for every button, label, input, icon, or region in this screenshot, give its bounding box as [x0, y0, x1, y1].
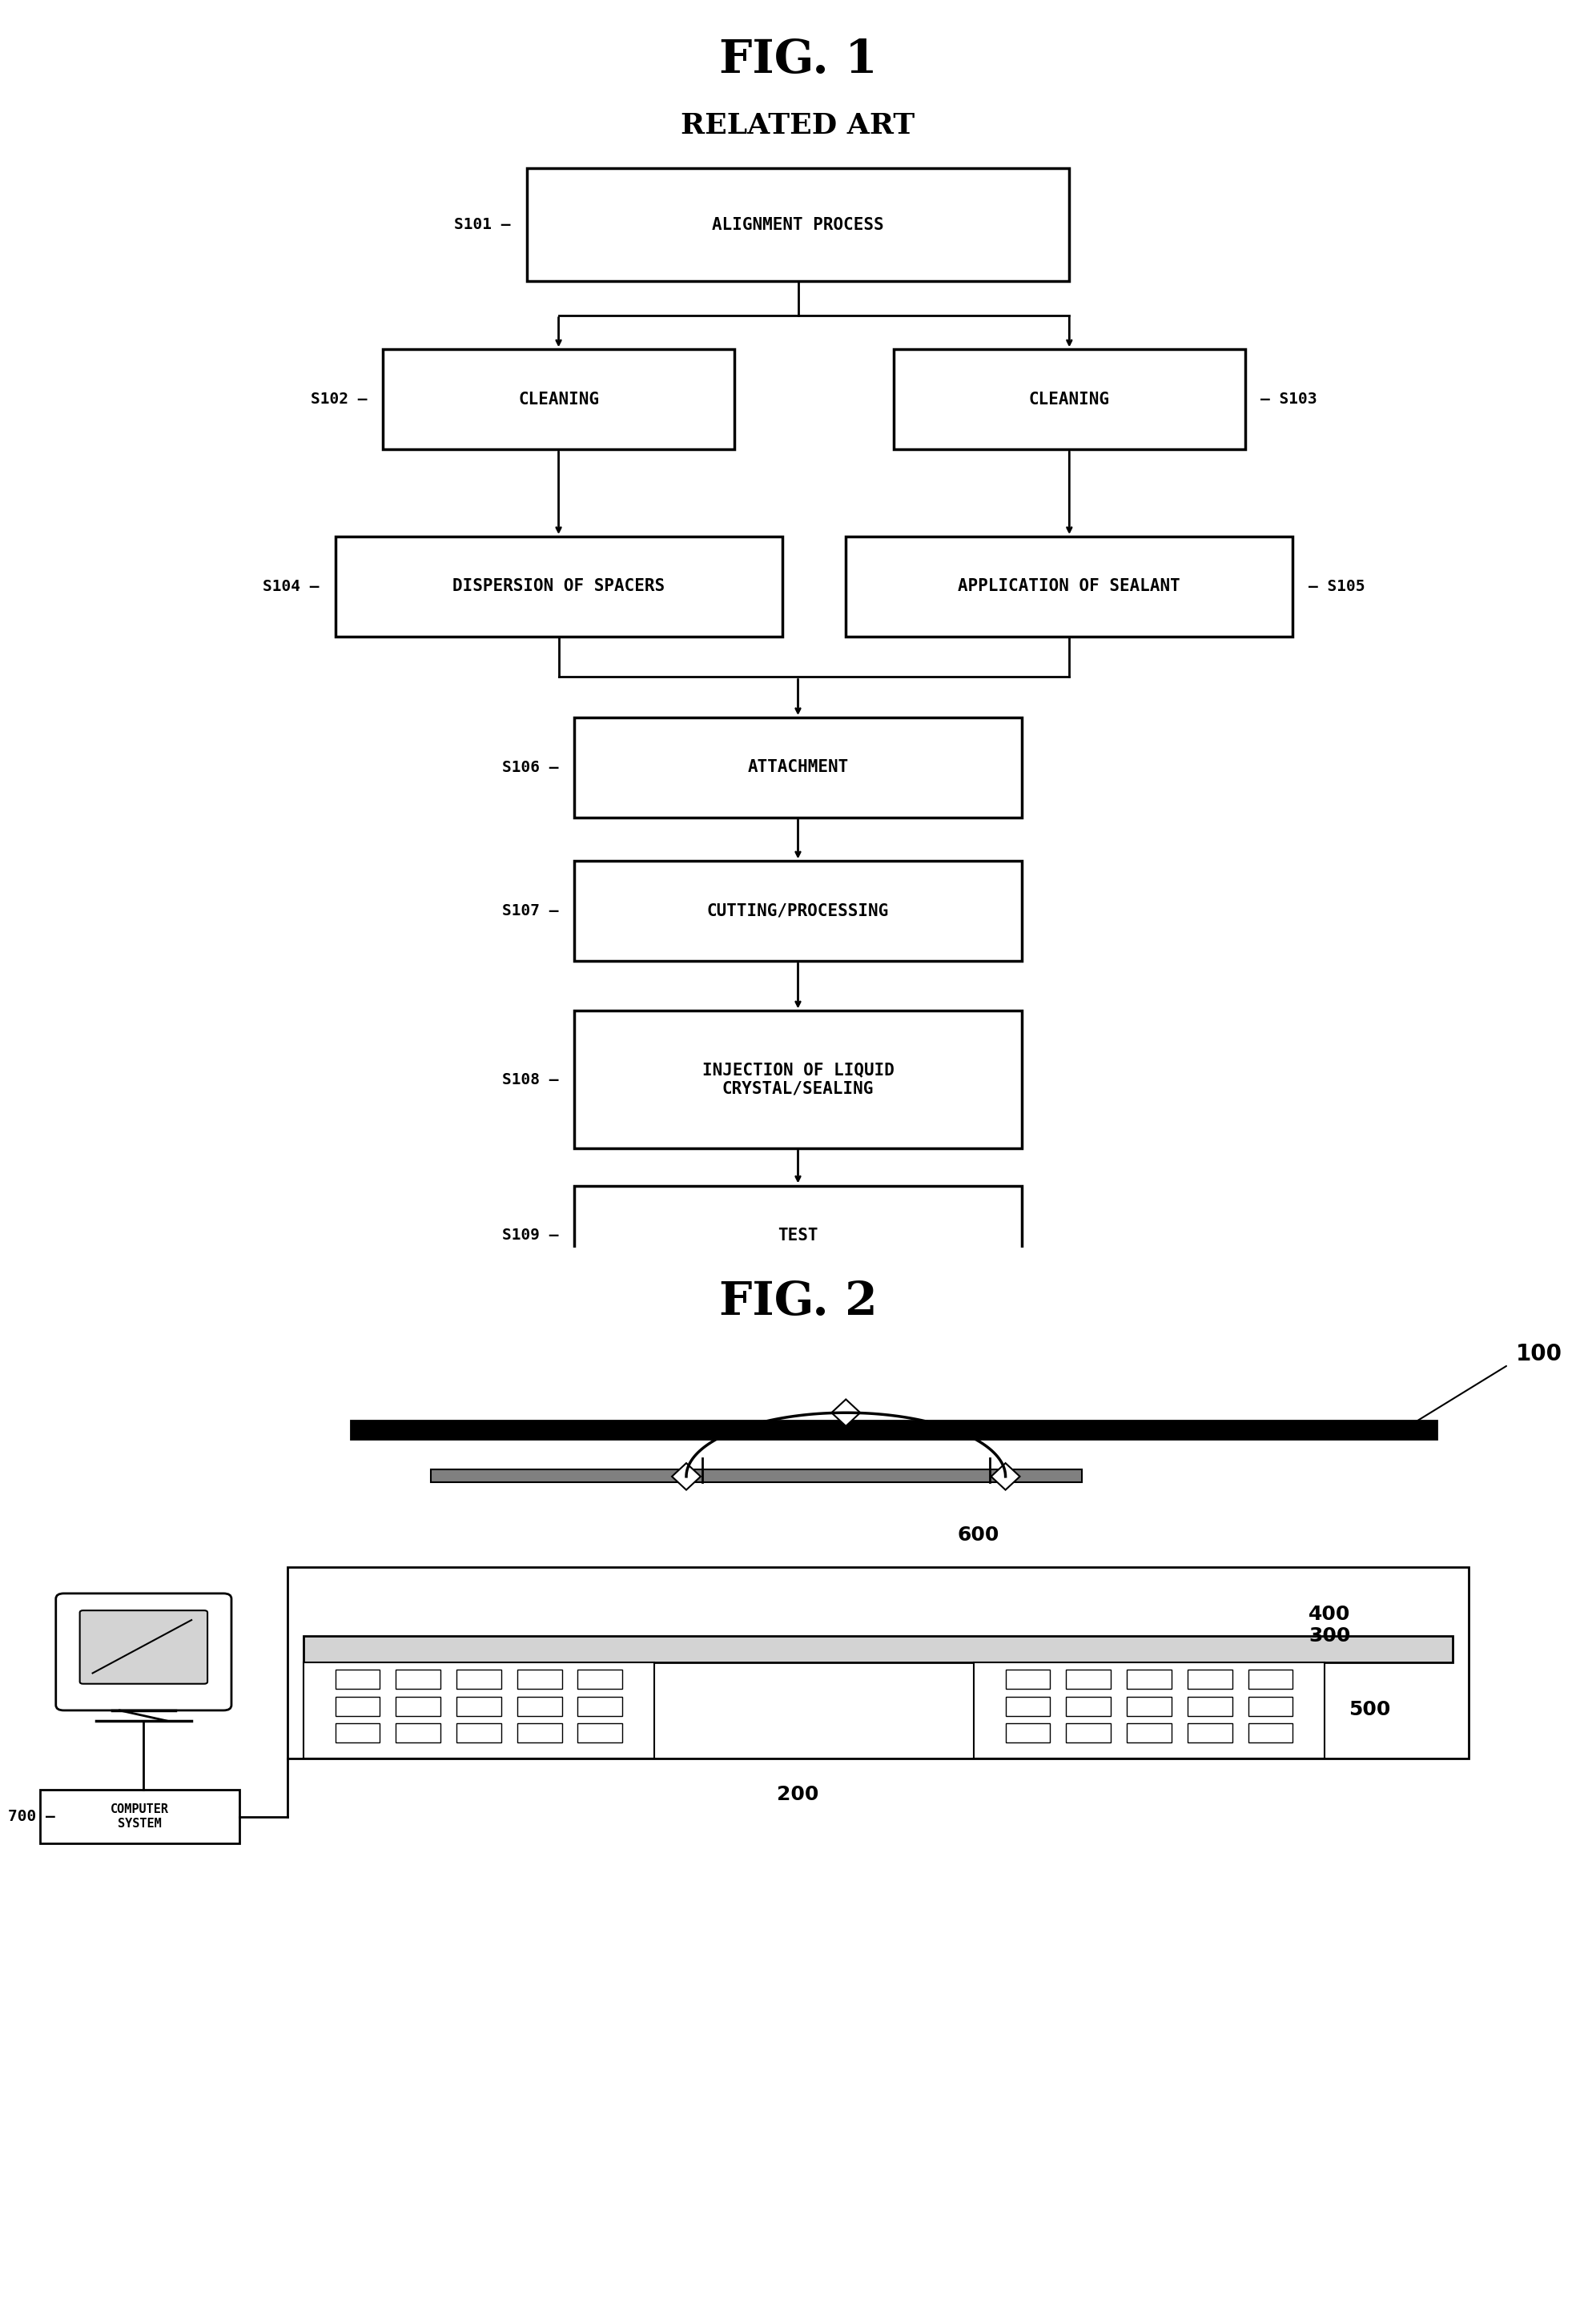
- Text: CUTTING/PROCESSING: CUTTING/PROCESSING: [707, 904, 889, 920]
- Bar: [456, 1671, 501, 1689]
- Bar: [517, 1696, 562, 1715]
- Bar: [1066, 1696, 1111, 1715]
- Text: S109 —: S109 —: [503, 1227, 559, 1243]
- Text: TEST: TEST: [777, 1227, 819, 1243]
- Bar: [303, 1636, 1452, 1662]
- Bar: [1248, 1671, 1293, 1689]
- Bar: [431, 1470, 1082, 1481]
- Text: ALIGNMENT PROCESS: ALIGNMENT PROCESS: [712, 217, 884, 233]
- FancyBboxPatch shape: [383, 349, 734, 448]
- Bar: [578, 1696, 622, 1715]
- Bar: [335, 1671, 380, 1689]
- Bar: [396, 1671, 440, 1689]
- Bar: [1187, 1671, 1232, 1689]
- Bar: [517, 1724, 562, 1742]
- Bar: [335, 1724, 380, 1742]
- Bar: [1066, 1724, 1111, 1742]
- FancyBboxPatch shape: [56, 1595, 231, 1710]
- Bar: [974, 1662, 1325, 1759]
- Bar: [287, 1567, 1468, 1759]
- Bar: [303, 1662, 654, 1759]
- FancyBboxPatch shape: [80, 1611, 207, 1685]
- Text: 300: 300: [1309, 1627, 1350, 1645]
- Text: COMPUTER
SYSTEM: COMPUTER SYSTEM: [110, 1803, 169, 1830]
- Polygon shape: [672, 1463, 701, 1491]
- Text: FIG. 1: FIG. 1: [718, 37, 878, 83]
- Text: 600: 600: [958, 1525, 999, 1544]
- Bar: [1187, 1696, 1232, 1715]
- Bar: [1005, 1671, 1050, 1689]
- Bar: [1248, 1696, 1293, 1715]
- Bar: [1127, 1671, 1171, 1689]
- Bar: [1248, 1724, 1293, 1742]
- FancyBboxPatch shape: [335, 536, 782, 636]
- Bar: [335, 1696, 380, 1715]
- Text: 500: 500: [1349, 1699, 1390, 1719]
- Text: — S105: — S105: [1309, 580, 1365, 594]
- Text: 100: 100: [1516, 1343, 1562, 1366]
- Bar: [456, 1724, 501, 1742]
- Bar: [1005, 1724, 1050, 1742]
- Text: — S103: — S103: [1261, 393, 1317, 407]
- Text: S106 —: S106 —: [503, 760, 559, 774]
- Text: INJECTION OF LIQUID
CRYSTAL/SEALING: INJECTION OF LIQUID CRYSTAL/SEALING: [702, 1063, 894, 1098]
- Bar: [1127, 1724, 1171, 1742]
- Text: FIG. 2: FIG. 2: [718, 1280, 878, 1324]
- Bar: [351, 1421, 1436, 1440]
- FancyBboxPatch shape: [575, 862, 1021, 961]
- Text: S104 —: S104 —: [263, 580, 319, 594]
- Bar: [1127, 1696, 1171, 1715]
- FancyBboxPatch shape: [575, 1186, 1021, 1285]
- Text: ATTACHMENT: ATTACHMENT: [747, 760, 849, 776]
- Bar: [40, 1791, 239, 1844]
- FancyBboxPatch shape: [575, 716, 1021, 818]
- Text: APPLICATION OF SEALANT: APPLICATION OF SEALANT: [958, 578, 1181, 594]
- Polygon shape: [991, 1463, 1020, 1491]
- FancyBboxPatch shape: [894, 349, 1245, 448]
- FancyBboxPatch shape: [527, 169, 1069, 282]
- Text: S102 —: S102 —: [311, 393, 367, 407]
- Text: CLEANING: CLEANING: [519, 391, 598, 407]
- FancyBboxPatch shape: [575, 1010, 1021, 1149]
- Text: RELATED ART: RELATED ART: [681, 113, 915, 139]
- Bar: [517, 1671, 562, 1689]
- Bar: [456, 1696, 501, 1715]
- Text: DISPERSION OF SPACERS: DISPERSION OF SPACERS: [452, 578, 666, 594]
- Text: 200: 200: [777, 1784, 819, 1805]
- Bar: [396, 1724, 440, 1742]
- Bar: [578, 1724, 622, 1742]
- Bar: [396, 1696, 440, 1715]
- Bar: [1187, 1724, 1232, 1742]
- Bar: [578, 1671, 622, 1689]
- FancyBboxPatch shape: [846, 536, 1293, 636]
- Text: S108 —: S108 —: [503, 1072, 559, 1086]
- Polygon shape: [832, 1400, 860, 1426]
- Bar: [1005, 1696, 1050, 1715]
- Bar: [1066, 1671, 1111, 1689]
- Text: 400: 400: [1309, 1606, 1350, 1625]
- Text: S107 —: S107 —: [503, 904, 559, 917]
- Text: 700 —: 700 —: [8, 1810, 54, 1823]
- Text: S101 —: S101 —: [455, 217, 511, 231]
- Text: CLEANING: CLEANING: [1029, 391, 1109, 407]
